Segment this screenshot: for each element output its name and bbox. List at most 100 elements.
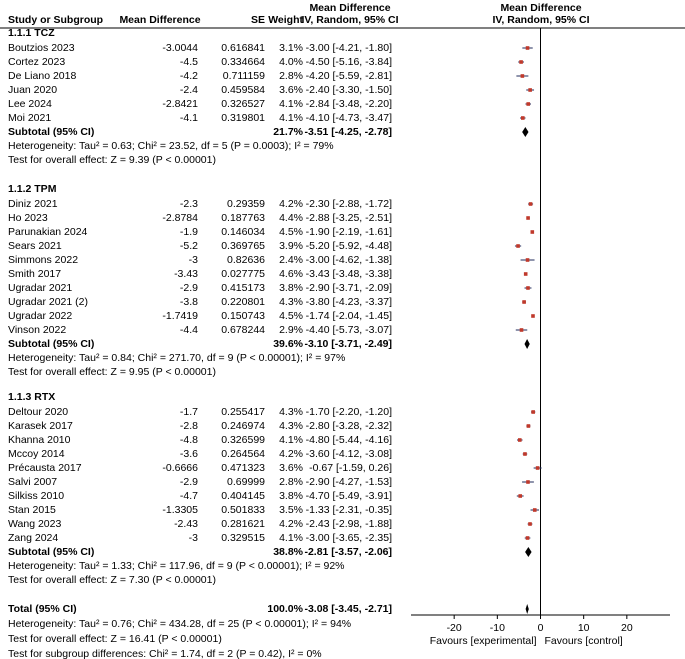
study-name: Salvi 2007 <box>8 476 57 488</box>
mean-difference: -4.5 <box>180 56 198 68</box>
weight: 3.6% <box>279 462 303 474</box>
header-md: Mean Difference <box>119 14 200 26</box>
total-label: Total (95% CI) <box>8 603 77 615</box>
group-title: 1.1.2 TPM <box>8 183 57 195</box>
study-name: Lee 2024 <box>8 98 52 110</box>
weight: 2.8% <box>279 476 303 488</box>
mean-difference: -1.3305 <box>162 504 198 516</box>
study-name: Vinson 2022 <box>8 324 66 336</box>
header-ci-title: Mean Difference <box>309 2 390 14</box>
x-tick-label: -20 <box>447 622 462 634</box>
mean-difference: -1.9 <box>180 226 198 238</box>
ci-label: -3.60 [-4.12, -3.08] <box>306 448 392 460</box>
point-estimate <box>531 410 535 414</box>
standard-error: 0.246974 <box>221 420 265 432</box>
point-estimate <box>526 286 530 290</box>
mean-difference: -4.8 <box>180 434 198 446</box>
study-name: De Liano 2018 <box>8 70 76 82</box>
study-name: Wang 2023 <box>8 518 61 530</box>
ci-label: -1.70 [-2.20, -1.20] <box>306 406 392 418</box>
heterogeneity: Heterogeneity: Tau² = 1.33; Chi² = 117.9… <box>8 560 345 572</box>
weight: 4.1% <box>279 532 303 544</box>
overall-effect: Test for overall effect: Z = 9.39 (P < 0… <box>8 154 216 166</box>
weight: 2.8% <box>279 70 303 82</box>
overall-effect: Test for overall effect: Z = 9.95 (P < 0… <box>8 366 216 378</box>
point-estimate <box>517 438 522 442</box>
mean-difference: -1.7 <box>180 406 198 418</box>
standard-error: 0.255417 <box>221 406 265 418</box>
standard-error: 0.471323 <box>221 462 265 474</box>
point-estimate <box>530 230 535 234</box>
mean-difference: -4.7 <box>180 490 198 502</box>
ci-label: -1.90 [-2.19, -1.61] <box>306 226 392 238</box>
standard-error: 0.69999 <box>227 476 265 488</box>
standard-error: 0.334664 <box>221 56 265 68</box>
weight: 4.6% <box>279 268 303 280</box>
ci-label: -2.88 [-3.25, -2.51] <box>306 212 392 224</box>
weight: 4.3% <box>279 420 303 432</box>
mean-difference: -4.2 <box>180 70 198 82</box>
ci-label: -2.40 [-3.30, -1.50] <box>306 84 392 96</box>
point-estimate <box>528 522 532 526</box>
study-name: Ho 2023 <box>8 212 48 224</box>
weight: 4.4% <box>279 212 303 224</box>
study-name: Zang 2024 <box>8 532 58 544</box>
ci-label: -3.00 [-4.62, -1.38] <box>306 254 392 266</box>
mean-difference: -2.8 <box>180 420 198 432</box>
point-estimate <box>525 46 530 50</box>
standard-error: 0.220801 <box>221 296 265 308</box>
point-estimate <box>528 88 532 92</box>
weight: 3.5% <box>279 504 303 516</box>
ci-label: -4.40 [-5.73, -3.07] <box>306 324 392 336</box>
subtotal-weight: 38.8% <box>273 546 303 558</box>
mean-difference: -3.6 <box>180 448 198 460</box>
point-estimate <box>521 116 525 120</box>
study-name: Cortez 2023 <box>8 56 65 68</box>
point-estimate <box>528 202 533 206</box>
study-name: Deltour 2020 <box>8 406 68 418</box>
weight: 4.2% <box>279 518 303 530</box>
standard-error: 0.187763 <box>221 212 265 224</box>
point-estimate <box>526 102 531 106</box>
standard-error: 0.329515 <box>221 532 265 544</box>
heterogeneity: Heterogeneity: Tau² = 0.84; Chi² = 271.7… <box>8 352 345 364</box>
total-heterogeneity: Heterogeneity: Tau² = 0.76; Chi² = 434.2… <box>8 618 351 630</box>
mean-difference: -2.8421 <box>162 98 198 110</box>
ci-label: -2.80 [-3.28, -2.32] <box>306 420 392 432</box>
standard-error: 0.616841 <box>221 42 265 54</box>
point-estimate <box>525 258 530 262</box>
ci-label: -1.33 [-2.31, -0.35] <box>306 504 392 516</box>
subtotal-ci: -2.81 [-3.57, -2.06] <box>304 546 392 558</box>
study-name: Ugradar 2021 <box>8 282 72 294</box>
mean-difference: -1.7419 <box>162 310 198 322</box>
point-estimate <box>519 60 523 64</box>
ci-label: -4.50 [-5.16, -3.84] <box>306 56 392 68</box>
header-se: SE <box>251 14 265 26</box>
header-weight: Weight <box>268 14 303 26</box>
study-name: Simmons 2022 <box>8 254 78 266</box>
study-name: Stan 2015 <box>8 504 56 516</box>
weight: 3.8% <box>279 282 303 294</box>
ci-label: -3.80 [-4.23, -3.37] <box>306 296 392 308</box>
subtotal-weight: 39.6% <box>273 338 303 350</box>
total-weight: 100.0% <box>267 603 303 615</box>
summary-diamond <box>524 339 530 349</box>
standard-error: 0.326599 <box>221 434 265 446</box>
ci-label: -2.90 [-4.27, -1.53] <box>306 476 392 488</box>
ci-label: -4.10 [-4.73, -3.47] <box>306 112 392 124</box>
total-effect: Test for overall effect: Z = 16.41 (P < … <box>8 633 222 645</box>
study-name: Juan 2020 <box>8 84 57 96</box>
standard-error: 0.415173 <box>221 282 265 294</box>
favours-right: Favours [control] <box>545 635 623 647</box>
standard-error: 0.459584 <box>221 84 265 96</box>
mean-difference: -3 <box>189 254 198 266</box>
ci-label: -2.43 [-2.98, -1.88] <box>306 518 392 530</box>
standard-error: 0.326527 <box>221 98 265 110</box>
weight: 4.5% <box>279 310 303 322</box>
point-estimate <box>518 494 523 498</box>
weight: 4.2% <box>279 448 303 460</box>
weight: 3.8% <box>279 490 303 502</box>
mean-difference: -3 <box>189 532 198 544</box>
x-tick-label: 20 <box>621 622 633 634</box>
header-ci-sub: IV, Random, 95% CI <box>301 14 398 26</box>
